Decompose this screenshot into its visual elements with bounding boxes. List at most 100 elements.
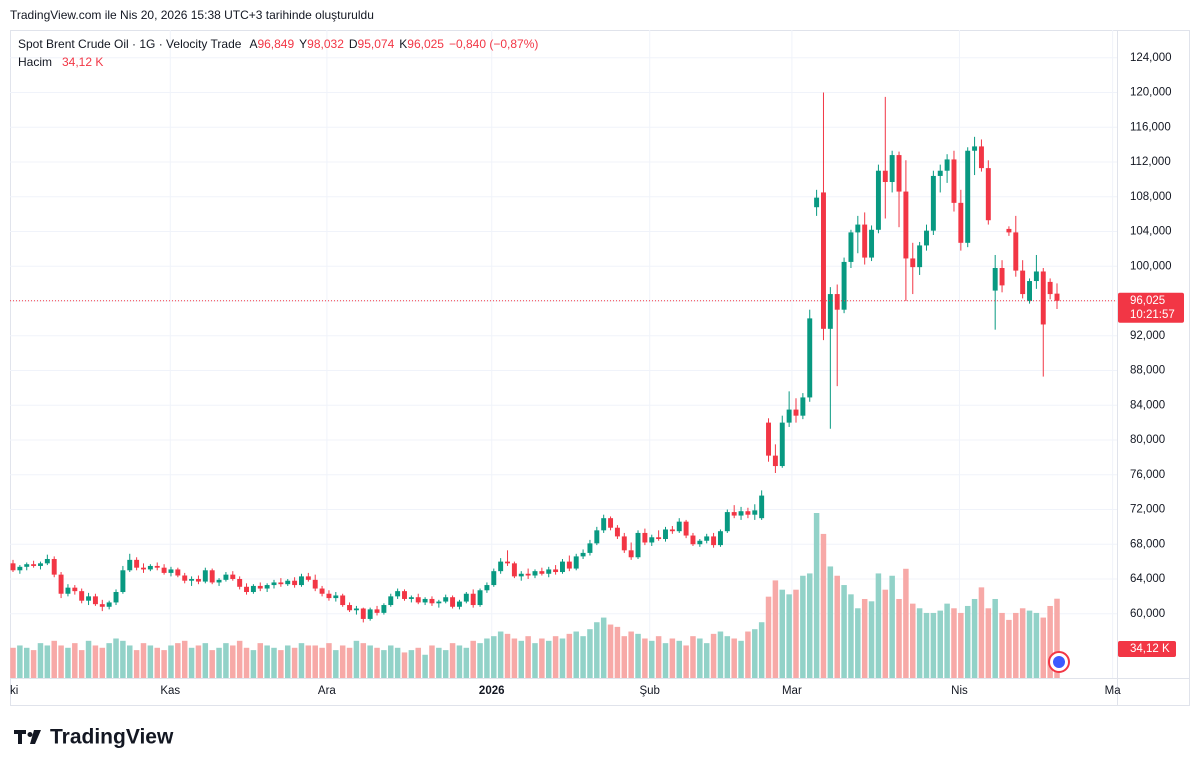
ohlc-key: A xyxy=(249,37,257,51)
volume-bar xyxy=(964,605,971,678)
volume-bar xyxy=(786,594,792,678)
volume-bar xyxy=(491,636,497,678)
candle-body xyxy=(546,569,552,574)
candle-body xyxy=(175,569,181,576)
candle-body xyxy=(86,596,92,601)
volume-bar xyxy=(181,640,188,678)
candle-body xyxy=(532,571,538,576)
volume-bar xyxy=(800,575,806,678)
candle-body xyxy=(834,294,840,310)
candle-body xyxy=(1054,293,1060,301)
y-tick-label: 64,000 xyxy=(1130,573,1165,585)
candle-body xyxy=(711,536,717,546)
volume-bar xyxy=(44,645,51,678)
volume-bar xyxy=(999,612,1005,678)
candle-body xyxy=(1027,281,1032,302)
volume-bar xyxy=(312,645,318,678)
candle-body xyxy=(44,558,50,564)
candle-body xyxy=(614,527,620,537)
volume-bar xyxy=(676,640,682,678)
y-tick-label: 120,000 xyxy=(1130,87,1172,99)
volume-bar xyxy=(243,647,250,678)
volume-bar xyxy=(758,622,765,678)
candle-body xyxy=(10,563,16,571)
countdown-label: 10:21:57 xyxy=(1130,309,1175,321)
candle-body xyxy=(38,563,43,566)
candle-body xyxy=(250,585,256,593)
volume-bar xyxy=(710,633,717,678)
volume-bar xyxy=(429,645,435,678)
y-tick-label: 84,000 xyxy=(1130,399,1165,411)
volume-bar xyxy=(147,645,154,678)
volume-bar xyxy=(978,587,985,678)
candle-body xyxy=(759,495,765,519)
candle-body xyxy=(470,593,476,606)
candle-body xyxy=(642,532,648,543)
candle-body xyxy=(924,230,929,246)
candle-body xyxy=(415,597,421,603)
candle-body xyxy=(491,571,497,586)
volume-bar xyxy=(456,645,463,678)
candle-body xyxy=(511,563,517,577)
volume-bar xyxy=(971,598,978,678)
volume-bar xyxy=(367,645,373,678)
volume-bar xyxy=(765,596,772,678)
candle-body xyxy=(79,591,85,601)
y-tick-label: 116,000 xyxy=(1130,121,1171,133)
volume-bar xyxy=(436,647,442,678)
candle-body xyxy=(182,575,188,581)
candle-body xyxy=(848,232,854,262)
candle-body xyxy=(51,558,57,575)
volume-bar xyxy=(374,647,380,678)
candle-body xyxy=(58,574,64,594)
candle-body xyxy=(456,601,462,607)
volume-bar xyxy=(600,617,607,678)
candle-body xyxy=(855,224,861,233)
candle-body xyxy=(752,510,758,515)
volume-bar xyxy=(346,647,353,678)
volume-bar xyxy=(868,601,875,678)
candle-body xyxy=(896,155,902,192)
candle-body xyxy=(1020,270,1026,295)
candle-body xyxy=(395,591,401,597)
candle-body xyxy=(120,570,126,593)
ohlc-value: 96,849 xyxy=(257,37,294,51)
volume-bar xyxy=(202,643,209,678)
candle-body xyxy=(161,567,167,573)
volume-bar xyxy=(209,650,215,678)
last-price-tag xyxy=(1118,292,1184,323)
x-tick-label: Nis xyxy=(951,685,968,697)
candle-body xyxy=(958,202,964,243)
candle-body xyxy=(223,574,229,580)
candle-body xyxy=(360,608,366,619)
candle-body xyxy=(189,578,195,581)
x-tick-label: Kas xyxy=(160,685,180,697)
candle-body xyxy=(690,535,696,545)
symbol-title: Spot Brent Crude Oil · 1G · Velocity Tra… xyxy=(18,37,242,51)
candle-body xyxy=(450,597,456,607)
candle-body xyxy=(882,170,888,183)
candle-body xyxy=(697,540,703,545)
volume-bar xyxy=(72,643,78,678)
y-tick-label: 80,000 xyxy=(1130,434,1165,446)
volume-bar xyxy=(442,650,449,678)
x-tick-label: Ara xyxy=(318,685,337,697)
volume-bar xyxy=(958,612,964,678)
candle-body xyxy=(305,576,311,580)
candle-body xyxy=(257,585,263,589)
volume-bar xyxy=(1054,598,1060,678)
volume-bar xyxy=(539,638,545,678)
volume-bar xyxy=(903,568,909,678)
volume-bar xyxy=(326,643,332,678)
candle-body xyxy=(17,566,23,571)
logo: TradingView xyxy=(14,726,174,749)
volume-bar xyxy=(573,631,579,678)
candle-body xyxy=(827,294,833,329)
volume-bar xyxy=(278,650,284,678)
volume-bar xyxy=(1019,608,1026,678)
candle-body xyxy=(498,561,504,572)
candle-body xyxy=(1013,232,1019,271)
y-tick-label: 124,000 xyxy=(1130,52,1172,64)
volume-bar xyxy=(30,650,37,678)
candle-body xyxy=(333,595,339,599)
